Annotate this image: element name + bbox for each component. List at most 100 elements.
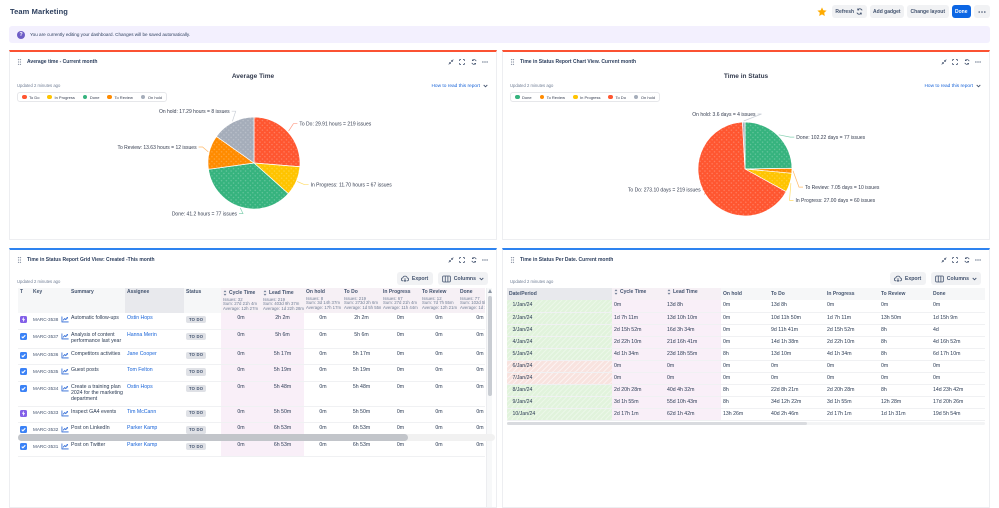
issue-chart-icon[interactable] [61,443,69,450]
column-header-inprogress[interactable]: In Progress [825,288,879,300]
gadget-more-icon[interactable] [482,59,488,65]
column-header-onhold[interactable]: On hold Issues: 8 Sum: 3d 14h 37m Average: … [304,288,342,314]
refresh-icon[interactable] [470,59,477,65]
column-header-cycle[interactable]: Cycle Time Issues: 32 Sum: 27d 21h 4m Avera… [221,288,261,314]
assignee-link[interactable]: Jane Cooper [127,350,157,357]
export-button[interactable]: Export [396,272,433,285]
legend-item[interactable]: Done [515,95,532,100]
issue-key[interactable]: MARC-3538 [33,316,59,322]
drag-handle-icon[interactable] [510,256,515,264]
issue-key[interactable]: MARC-3536 [33,352,59,358]
issue-key[interactable]: MARC-3537 [33,333,59,339]
issue-type-cell[interactable] [18,406,31,424]
minimize-icon[interactable] [940,257,947,263]
issue-type-cell[interactable] [18,348,31,366]
refresh-button[interactable]: Refresh [831,5,867,18]
assignee-link[interactable]: Tom Felton [127,367,153,374]
issue-summary[interactable]: Create a training plan 2024 for the mark… [69,381,125,407]
issue-chart-icon[interactable] [61,385,69,392]
column-header-assignee[interactable]: Assignee [125,288,184,314]
gadget-more-icon[interactable] [975,59,981,65]
issue-type-cell[interactable] [18,329,31,349]
assignee-link[interactable]: Parker Kamp [127,425,158,432]
expand-icon[interactable] [459,59,465,65]
column-header-status[interactable]: Status [184,288,221,314]
legend-item[interactable]: On hold [140,95,162,100]
sort-icon[interactable] [263,290,267,296]
add-gadget-button[interactable]: Add gadget [869,5,905,18]
column-header-todo[interactable]: To Do Issues: 219 Sum: 273d 2h 6m Average: … [342,288,381,314]
how-to-read-link[interactable]: How to read this report [431,84,488,89]
legend-item[interactable]: To Review [539,95,565,100]
issue-key[interactable]: MARC-3535 [33,369,59,375]
issue-type-cell[interactable] [18,381,31,407]
issue-key[interactable]: MARC-3533 [33,410,59,416]
column-header-done[interactable]: Done [931,288,985,300]
sort-icon[interactable] [667,289,671,295]
issue-summary[interactable]: Guest posts [69,364,125,383]
legend-item[interactable]: In Progress [573,95,600,100]
header-more-button[interactable] [974,5,990,18]
column-header-lead[interactable]: Lead Time [665,288,721,300]
assignee-link[interactable]: Ostin Hops [127,384,153,391]
issue-chart-icon[interactable] [61,410,69,417]
issue-type-cell[interactable] [18,439,31,458]
drag-handle-icon[interactable] [17,256,22,264]
issue-summary[interactable]: Analysis of content performance last yea… [69,329,125,349]
legend-item[interactable]: To Review [107,95,133,100]
column-header-cycle[interactable]: Cycle Time [612,288,665,300]
sort-icon[interactable] [223,290,227,296]
column-header-type[interactable]: T [18,288,31,314]
column-header-date[interactable]: Date/Period [507,288,612,300]
issue-key[interactable]: MARC-3531 [33,443,59,449]
issue-summary[interactable]: Inspect GA4 events [69,406,125,424]
issue-type-cell[interactable] [18,364,31,383]
how-to-read-link[interactable]: How to read this report [924,84,981,89]
horizontal-scrollbar[interactable] [18,434,495,441]
expand-icon[interactable] [459,257,465,263]
drag-handle-icon[interactable] [17,58,22,66]
issue-summary[interactable]: Competitors activities [69,348,125,366]
change-layout-button[interactable]: Change layout [907,5,949,18]
assignee-link[interactable]: Ostin Hops [127,315,153,322]
issue-chart-icon[interactable] [61,368,69,375]
column-header-lead[interactable]: Lead Time Issues: 219 Sum: 403d 9h 37m Aver… [261,288,304,314]
legend-item[interactable]: In Progress [47,95,75,100]
minimize-icon[interactable] [940,59,947,65]
issue-summary[interactable]: Post on Twitter [69,439,125,458]
assignee-link[interactable]: Parker Kamp [127,442,158,449]
legend-item[interactable]: To Do [608,95,626,100]
expand-icon[interactable] [952,59,958,65]
gadget-more-icon[interactable] [482,257,488,263]
column-header-summary[interactable]: Summary [69,288,125,314]
column-header-inprogress[interactable]: In Progress Issues: 67 Sum: 27d 21h 4m Aver… [381,288,420,314]
column-header-todo[interactable]: To Do [769,288,825,300]
refresh-icon[interactable] [963,257,970,263]
assignee-link[interactable]: Tim McCann [127,408,157,415]
sort-icon[interactable] [614,289,618,295]
issue-chart-icon[interactable] [61,316,69,323]
favorite-star-button[interactable] [815,6,829,17]
column-header-toreview[interactable]: To Review [879,288,931,300]
legend-item[interactable]: Done [82,95,99,100]
issue-summary[interactable]: Automatic follow-ups [69,313,125,331]
issue-type-cell[interactable] [18,313,31,331]
refresh-icon[interactable] [963,59,970,65]
columns-button[interactable]: Columns [437,272,488,285]
minimize-icon[interactable] [447,257,454,263]
done-button[interactable]: Done [951,5,971,18]
issue-chart-icon[interactable] [61,352,69,359]
vertical-scrollbar[interactable] [486,288,492,507]
issue-key[interactable]: MARC-3532 [33,427,59,433]
issue-key[interactable]: MARC-3534 [33,385,59,391]
columns-button[interactable]: Columns [930,272,981,285]
issue-chart-icon[interactable] [61,426,69,433]
assignee-link[interactable]: Hanna Merin [127,332,157,339]
horizontal-scrollbar[interactable] [507,422,985,425]
expand-icon[interactable] [952,257,958,263]
drag-handle-icon[interactable] [510,58,515,66]
column-header-onhold[interactable]: On hold [721,288,769,300]
column-header-toreview[interactable]: To Review Issues: 12 Sum: 7d 7h 55m Average… [420,288,458,314]
issue-chart-icon[interactable] [61,333,69,340]
